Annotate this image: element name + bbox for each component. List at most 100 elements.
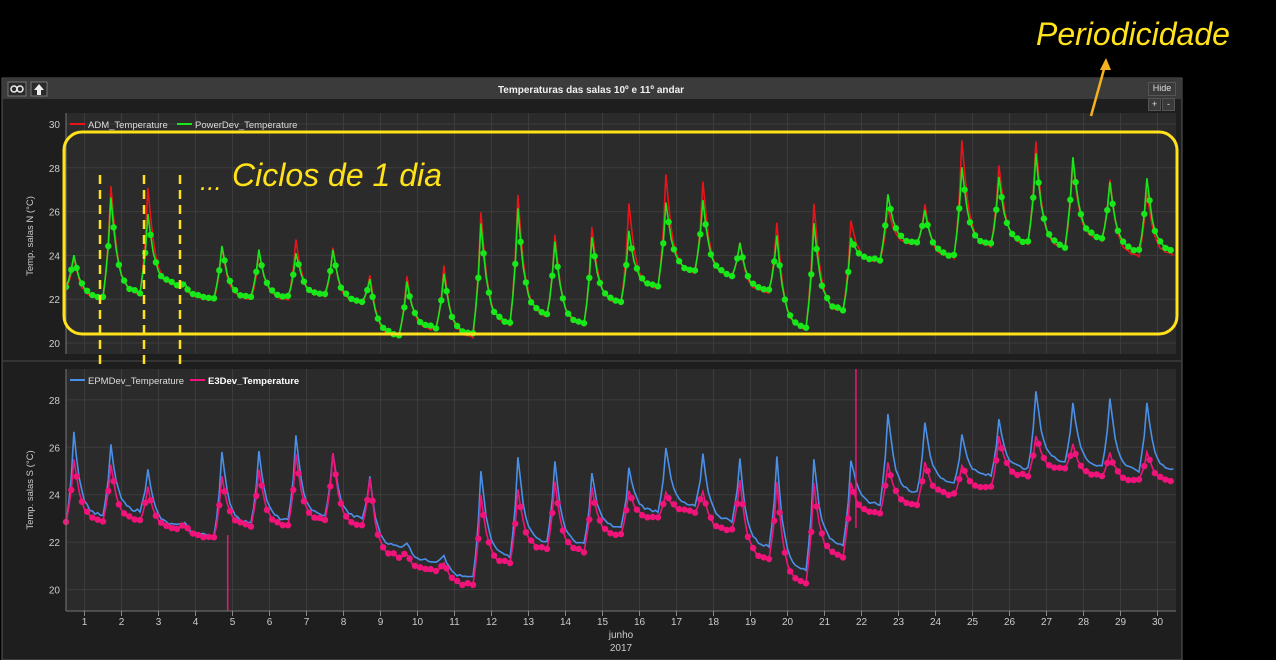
top-series-point (591, 253, 598, 260)
bottom-series-point (364, 496, 371, 504)
xtick-label: 7 (304, 617, 310, 628)
top-series-point (226, 277, 234, 285)
top-series-point (522, 279, 530, 286)
bottom-series-point (1104, 459, 1111, 467)
top-series-point (422, 321, 429, 329)
zoom-out-button[interactable]: - (1162, 98, 1175, 111)
top-series-point (808, 271, 815, 278)
bottom-series-point (649, 513, 656, 521)
bottom-series-point (919, 478, 926, 485)
top-series-point (649, 281, 656, 288)
bottom-series-point (226, 507, 234, 515)
bottom-series-point (385, 550, 392, 557)
top-series-point (1104, 206, 1111, 214)
top-series-point (1098, 235, 1106, 242)
bottom-series-point (268, 516, 276, 523)
bottom-series-point (337, 500, 345, 507)
highlight-box (62, 130, 1179, 336)
top-series-point (374, 315, 382, 322)
top-legend: ADM_Temperature PowerDev_Temperature (70, 120, 297, 131)
top-series-point (1072, 178, 1079, 186)
window-titlebar (3, 79, 1181, 99)
annotation-dots: ... (200, 166, 222, 196)
bottom-series-point (1051, 464, 1058, 471)
top-series-point (1167, 246, 1174, 254)
bottom-series-point (517, 503, 524, 511)
top-series-point (638, 275, 646, 282)
bottom-series-point (1014, 471, 1021, 479)
top-series-point (601, 290, 609, 297)
xtick-label: 11 (449, 617, 460, 628)
bottom-series-point (1146, 456, 1153, 463)
top-series-point (1130, 247, 1137, 254)
upload-arrow-icon[interactable] (30, 81, 48, 97)
zoom-in-button[interactable]: + (1148, 98, 1161, 111)
top-series-point (1156, 238, 1164, 245)
bottom-series-point (1114, 468, 1122, 475)
bottom-series-point (966, 478, 974, 485)
top-series-point (168, 278, 175, 286)
bottom-series-point (1093, 471, 1100, 478)
bottom-series-point (977, 483, 984, 491)
annotation-periodicidade: Periodicidade (1036, 16, 1230, 52)
top-series-point (691, 267, 699, 274)
top-series-point (871, 255, 878, 262)
top-series-point (570, 316, 577, 324)
top-series-point (200, 293, 207, 301)
bottom-series-point (406, 555, 413, 562)
bottom-series-point (718, 524, 725, 531)
top-series-point (247, 293, 255, 300)
bottom-series-point (374, 531, 382, 538)
bottom-series-point (1109, 459, 1116, 466)
top-series-point (448, 313, 456, 321)
top-series-point (813, 245, 820, 253)
top-series-point (860, 253, 868, 260)
top-series-point (792, 319, 799, 326)
top-series-point (348, 295, 355, 302)
bottom-series-point (110, 478, 117, 485)
top-series-point (993, 206, 1000, 213)
bottom-series-point (353, 521, 360, 528)
bottom-series-point (73, 473, 80, 480)
top-ytick-label: 24 (49, 251, 61, 262)
top-series-point (1040, 215, 1048, 222)
bottom-series-point (189, 530, 197, 537)
top-series-point (253, 268, 260, 275)
bottom-series-point (882, 482, 889, 489)
bottom-series-point (216, 501, 223, 509)
bottom-series-point (739, 500, 746, 508)
top-series-point (1008, 230, 1016, 238)
bottom-series-point (712, 522, 720, 530)
bottom-series-point (829, 548, 836, 555)
hide-button[interactable]: Hide (1148, 82, 1176, 96)
bottom-series-point (501, 557, 508, 565)
top-series-point (1024, 238, 1032, 245)
x-year-label: 2017 (610, 643, 633, 654)
top-series-point (971, 232, 979, 239)
top-series-point (628, 245, 635, 252)
top-series-point (802, 324, 810, 331)
top-series-point (549, 272, 556, 279)
legend-epm: EPMDev_Temperature (88, 376, 184, 387)
top-series-point (364, 286, 371, 294)
bottom-series-point (184, 524, 191, 532)
top-series-point (157, 272, 165, 280)
top-series-point (379, 324, 387, 331)
bottom-series-point (83, 508, 91, 515)
bottom-series-point (475, 535, 482, 542)
bottom-series-point (1167, 477, 1174, 485)
link-icon[interactable] (7, 81, 27, 97)
top-series-point (480, 250, 487, 257)
top-series-point (120, 277, 128, 284)
top-series-point (506, 319, 514, 326)
bottom-series-point (1135, 476, 1143, 483)
top-series-point (427, 322, 434, 329)
xtick-label: 22 (856, 617, 868, 628)
bottom-series-point (253, 492, 260, 499)
top-series-point (623, 261, 630, 269)
bottom-series-point (416, 564, 424, 571)
top-series-point (681, 264, 688, 272)
top-series-point (607, 294, 614, 301)
bottom-series-point (617, 530, 625, 538)
bottom-series-point (760, 554, 767, 561)
